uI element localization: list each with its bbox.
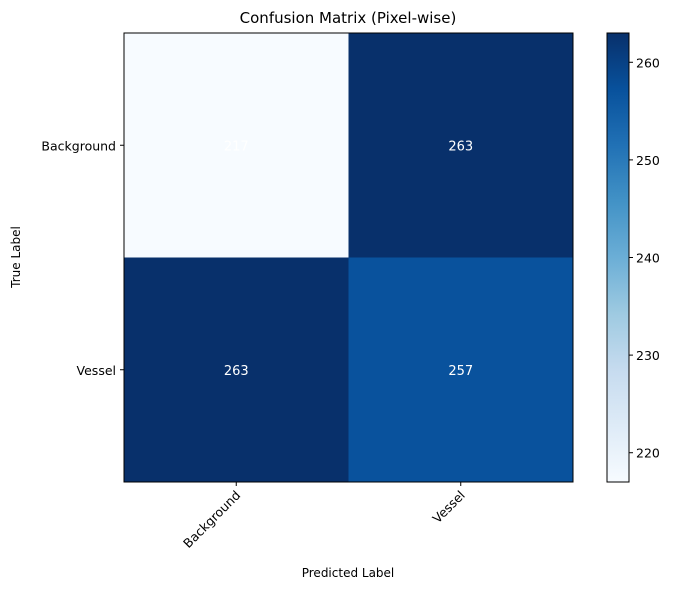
colorbar-tick-label: 250 <box>636 153 660 168</box>
colorbar-ticks: 220 230 240 250 260 <box>629 55 660 461</box>
x-tick-label: Background <box>180 488 243 551</box>
x-tick-label: Vessel <box>429 488 468 527</box>
plot-frame <box>123 32 574 483</box>
heatmap-cell <box>348 257 573 482</box>
cell-value-label: 263 <box>224 364 249 379</box>
y-tick-label: Background <box>41 138 116 153</box>
y-tick-label: Vessel <box>77 363 116 378</box>
x-axis-label: Predicted Label <box>302 566 395 580</box>
colorbar-tick-label: 230 <box>636 348 660 363</box>
cell-value-label: 257 <box>448 364 473 379</box>
heatmap-cells <box>124 33 573 482</box>
colorbar <box>606 32 630 483</box>
colorbar-tick-label: 240 <box>636 251 660 266</box>
colorbar-tick-label: 220 <box>636 446 660 461</box>
colorbar-tick-label: 260 <box>636 55 660 70</box>
cell-value-label: 217 <box>224 139 249 154</box>
y-axis-ticks: Background Vessel <box>41 138 124 378</box>
y-axis-label: True Label <box>9 226 23 289</box>
heatmap-cell <box>348 33 573 258</box>
heatmap-cell <box>124 257 349 482</box>
chart-title: Confusion Matrix (Pixel-wise) <box>240 9 457 27</box>
heatmap-cell <box>124 33 349 258</box>
x-axis-ticks: Background Vessel <box>180 482 468 551</box>
heatmap-cell-labels: 217 263 263 257 <box>224 139 473 379</box>
cell-value-label: 263 <box>448 139 473 154</box>
